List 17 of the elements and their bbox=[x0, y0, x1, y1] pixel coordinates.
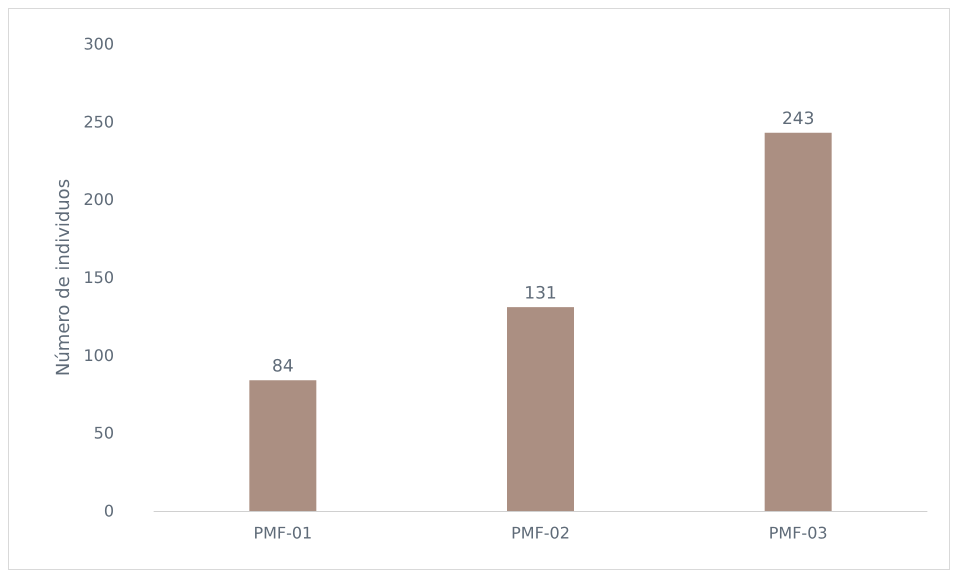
y-axis-title: Número de individuos bbox=[53, 178, 74, 376]
y-tick-label: 0 bbox=[104, 502, 114, 520]
bar bbox=[249, 380, 316, 511]
bar bbox=[507, 307, 574, 511]
bar bbox=[764, 132, 832, 511]
data-label: 131 bbox=[524, 284, 557, 304]
y-tick-label: 250 bbox=[83, 112, 114, 132]
y-tick-label: 50 bbox=[94, 424, 114, 443]
x-tick-label: PMF-03 bbox=[768, 524, 828, 542]
y-tick-label: 150 bbox=[83, 268, 114, 287]
data-label: 243 bbox=[782, 109, 814, 130]
x-tick-label: PMF-01 bbox=[253, 524, 312, 542]
y-tick-label: 300 bbox=[83, 34, 114, 54]
y-tick-label: 200 bbox=[83, 190, 114, 210]
x-tick-label: PMF-02 bbox=[511, 524, 570, 542]
y-tick-label: 100 bbox=[83, 346, 114, 365]
data-label: 84 bbox=[272, 356, 294, 377]
